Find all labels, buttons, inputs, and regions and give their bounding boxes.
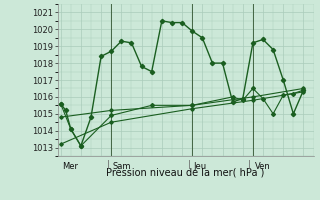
- Text: |: |: [107, 160, 110, 169]
- Text: Mer: Mer: [62, 162, 78, 171]
- X-axis label: Pression niveau de la mer( hPa ): Pression niveau de la mer( hPa ): [107, 167, 265, 177]
- Text: |: |: [248, 160, 251, 169]
- Text: |: |: [188, 160, 191, 169]
- Text: Sam: Sam: [113, 162, 131, 171]
- Text: Ven: Ven: [254, 162, 270, 171]
- Text: Jeu: Jeu: [194, 162, 207, 171]
